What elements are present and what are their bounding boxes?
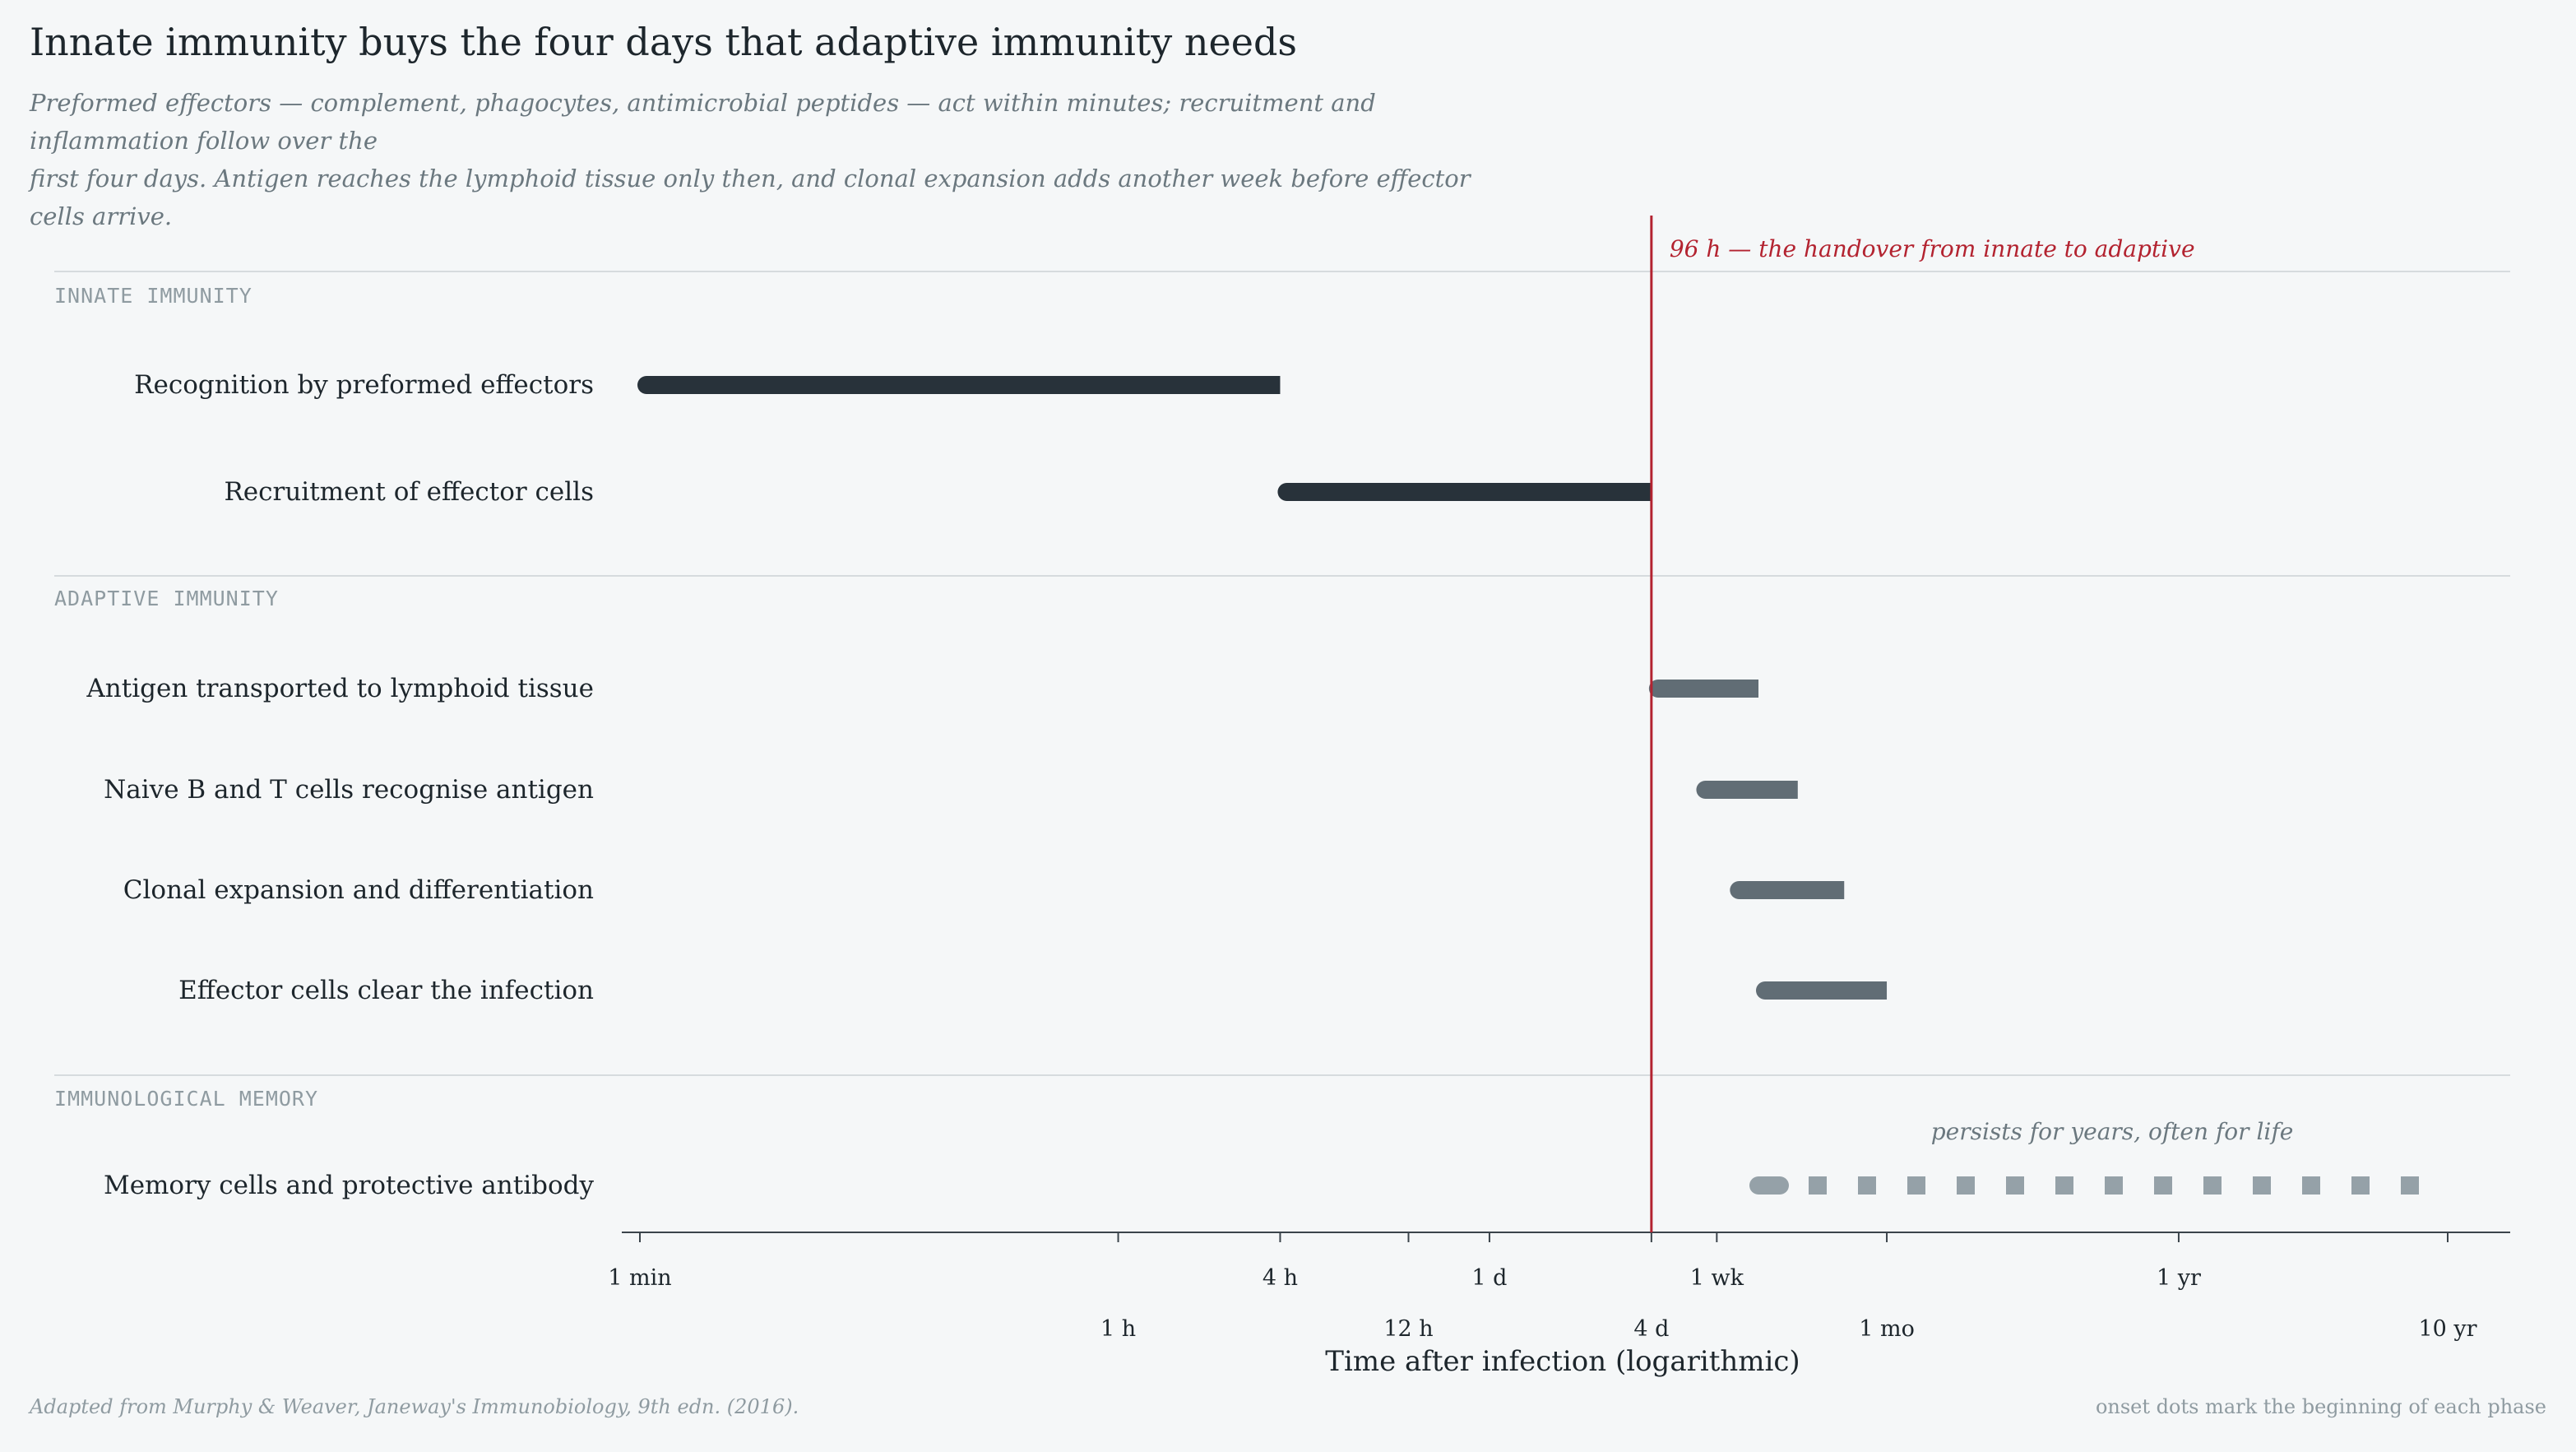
- phase-bar-dot: [2055, 1176, 2073, 1195]
- phase-label: Naive B and T cells recognise antigen: [104, 775, 594, 805]
- phase-bar-dot: [2252, 1176, 2271, 1195]
- x-tick-label: 1 yr: [2157, 1265, 2201, 1291]
- phase-onset-dot: [1648, 680, 1667, 698]
- phase-bar-dot: [2351, 1176, 2370, 1195]
- phase-bar-dot: [1808, 1176, 1827, 1195]
- phase-onset-dot: [637, 376, 656, 394]
- x-tick-label: 12 h: [1383, 1316, 1433, 1342]
- phase-label: Recognition by preformed effectors: [134, 370, 594, 400]
- source-note: Adapted from Murphy & Weaver, Janeway's …: [30, 1395, 799, 1418]
- subtitle-line-2: first four days. Antigen reaches the lym…: [30, 165, 1471, 230]
- x-tick-label: 10 yr: [2418, 1316, 2476, 1342]
- x-tick-label: 1 min: [608, 1265, 671, 1291]
- x-tick-label: 4 d: [1633, 1316, 1669, 1342]
- x-tick-label: 1 d: [1471, 1265, 1507, 1291]
- phase-bar-dot: [2400, 1176, 2419, 1195]
- phase-bar-dot: [2203, 1176, 2222, 1195]
- onset-footnote: onset dots mark the beginning of each ph…: [2095, 1395, 2546, 1418]
- phase-bar-dot: [2005, 1176, 2024, 1195]
- phase-bar-dot: [1907, 1176, 1925, 1195]
- phase-bar-dot: [2301, 1176, 2320, 1195]
- phase-label: Recruitment of effector cells: [224, 477, 594, 507]
- phase-bar-dot: [1857, 1176, 1876, 1195]
- x-tick-label: 1 h: [1100, 1316, 1136, 1342]
- memory-annotation: persists for years, often for life: [1931, 1118, 2294, 1145]
- x-tick-label: 4 h: [1263, 1265, 1298, 1291]
- phase-label: Memory cells and protective antibody: [104, 1171, 595, 1200]
- phase-onset-dot: [1277, 483, 1296, 501]
- x-axis-title: Time after infection (logarithmic): [1325, 1345, 1800, 1378]
- phase-onset-dot: [1730, 881, 1749, 899]
- x-tick-label: 1 wk: [1690, 1265, 1744, 1291]
- phase-label: Antigen transported to lymphoid tissue: [86, 674, 594, 703]
- section-label: IMMUNOLOGICAL MEMORY: [54, 1087, 318, 1111]
- section-label: INNATE IMMUNITY: [54, 284, 253, 308]
- phase-label: Clonal expansion and differentiation: [123, 875, 594, 905]
- x-tick-label: 1 mo: [1859, 1316, 1915, 1342]
- chart-title: Innate immunity buys the four days that …: [30, 20, 1298, 64]
- phase-onset-dot: [1696, 781, 1715, 799]
- section-label: ADAPTIVE IMMUNITY: [54, 587, 279, 610]
- phase-bar-dot: [2153, 1176, 2172, 1195]
- chart-subtitle: Preformed effectors — complement, phagoc…: [30, 84, 1494, 235]
- phase-label: Effector cells clear the infection: [178, 976, 594, 1005]
- phase-bar-dot: [1956, 1176, 1975, 1195]
- phase-onset-dot: [1755, 981, 1774, 1000]
- handover-label: 96 h — the handover from innate to adapt…: [1670, 235, 2195, 262]
- phase-bar-dot: [2104, 1176, 2123, 1195]
- subtitle-line-1: Preformed effectors — complement, phagoc…: [30, 89, 1376, 155]
